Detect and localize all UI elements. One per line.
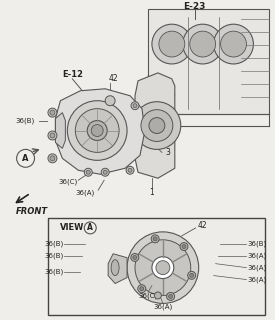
Text: 36(A): 36(A) bbox=[75, 190, 95, 196]
Circle shape bbox=[84, 222, 96, 234]
Circle shape bbox=[152, 257, 174, 279]
Text: 36(C): 36(C) bbox=[58, 179, 78, 185]
Text: 36(B): 36(B) bbox=[248, 241, 267, 247]
Circle shape bbox=[183, 24, 222, 64]
Text: 36(B): 36(B) bbox=[16, 117, 35, 124]
Polygon shape bbox=[135, 73, 175, 178]
Circle shape bbox=[188, 271, 196, 279]
Circle shape bbox=[151, 235, 159, 243]
Circle shape bbox=[103, 170, 107, 174]
Circle shape bbox=[101, 168, 109, 176]
Text: 36(B): 36(B) bbox=[44, 268, 63, 275]
Circle shape bbox=[138, 285, 146, 293]
Circle shape bbox=[156, 261, 170, 275]
Circle shape bbox=[167, 292, 175, 300]
Circle shape bbox=[149, 117, 165, 133]
Circle shape bbox=[48, 108, 57, 117]
Circle shape bbox=[133, 104, 137, 108]
Circle shape bbox=[131, 253, 139, 261]
Circle shape bbox=[159, 31, 185, 57]
Circle shape bbox=[182, 244, 186, 249]
Text: 36(A): 36(A) bbox=[153, 303, 172, 310]
Circle shape bbox=[214, 24, 253, 64]
Polygon shape bbox=[56, 89, 145, 174]
Circle shape bbox=[152, 24, 192, 64]
Circle shape bbox=[86, 170, 90, 174]
Circle shape bbox=[87, 121, 107, 140]
Polygon shape bbox=[148, 9, 269, 114]
Text: 36(C): 36(C) bbox=[138, 292, 158, 299]
Circle shape bbox=[67, 101, 127, 160]
Circle shape bbox=[84, 168, 92, 176]
Circle shape bbox=[190, 273, 194, 277]
Circle shape bbox=[221, 31, 246, 57]
Text: A: A bbox=[22, 154, 29, 163]
Circle shape bbox=[50, 110, 55, 115]
Circle shape bbox=[75, 109, 119, 152]
Polygon shape bbox=[56, 113, 65, 148]
Circle shape bbox=[190, 31, 216, 57]
Circle shape bbox=[127, 232, 199, 303]
Text: 42: 42 bbox=[198, 221, 207, 230]
Circle shape bbox=[133, 255, 137, 260]
Circle shape bbox=[133, 102, 181, 149]
Circle shape bbox=[153, 237, 157, 241]
Circle shape bbox=[141, 110, 173, 141]
Text: 36(A): 36(A) bbox=[248, 276, 267, 283]
Circle shape bbox=[50, 156, 55, 161]
Circle shape bbox=[131, 102, 139, 110]
Circle shape bbox=[155, 292, 161, 299]
Circle shape bbox=[48, 131, 57, 140]
Ellipse shape bbox=[111, 260, 119, 276]
Circle shape bbox=[180, 243, 188, 251]
Circle shape bbox=[91, 124, 103, 136]
Bar bbox=[48, 218, 265, 315]
Circle shape bbox=[16, 149, 35, 167]
Text: 3: 3 bbox=[165, 148, 170, 157]
Text: FRONT: FRONT bbox=[16, 207, 48, 217]
Circle shape bbox=[128, 168, 132, 172]
Text: 36(B): 36(B) bbox=[44, 252, 63, 259]
Circle shape bbox=[169, 294, 173, 299]
Circle shape bbox=[135, 240, 191, 295]
Text: E-23: E-23 bbox=[183, 2, 206, 11]
Text: E-12: E-12 bbox=[62, 70, 83, 79]
Text: VIEW: VIEW bbox=[60, 223, 85, 232]
Text: A: A bbox=[87, 223, 93, 232]
Text: 36(A): 36(A) bbox=[248, 264, 267, 271]
Text: 36(A): 36(A) bbox=[248, 252, 267, 259]
Circle shape bbox=[126, 166, 134, 174]
Text: 42: 42 bbox=[108, 74, 118, 83]
Text: 36(B): 36(B) bbox=[44, 241, 63, 247]
Circle shape bbox=[105, 96, 115, 106]
Circle shape bbox=[50, 133, 55, 138]
Polygon shape bbox=[108, 254, 127, 284]
Text: 1: 1 bbox=[150, 188, 154, 196]
Circle shape bbox=[48, 154, 57, 163]
Circle shape bbox=[140, 287, 144, 291]
